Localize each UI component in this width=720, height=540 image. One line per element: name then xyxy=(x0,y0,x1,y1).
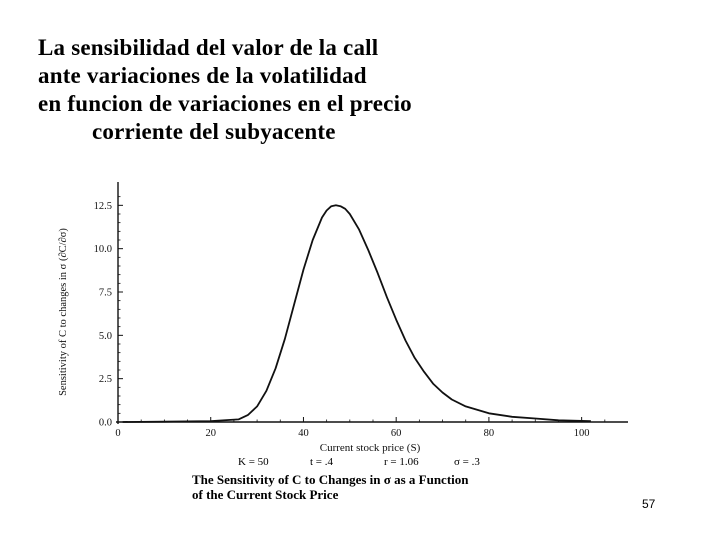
x-tick-label: 0 xyxy=(115,428,120,439)
chart-series xyxy=(122,204,591,423)
param-strike: K = 50 xyxy=(238,456,269,468)
series-line-1 xyxy=(122,204,591,423)
caption-line-1: The Sensitivity of C to Changes in σ as … xyxy=(192,472,469,487)
parameter-row: K = 50 t = .4 r = 1.06 σ = .3 xyxy=(238,456,538,470)
y-tick-label: 0.0 xyxy=(99,418,112,429)
figure-caption: The Sensitivity of C to Changes in σ as … xyxy=(192,472,622,502)
param-rate: r = 1.06 xyxy=(384,456,419,468)
page-number: 57 xyxy=(642,497,656,511)
x-tick-label: 40 xyxy=(298,428,309,439)
slide-title: La sensibilidad del valor de la call ant… xyxy=(38,34,698,146)
title-line-3: en funcion de variaciones en el precio xyxy=(38,91,412,116)
title-line-4: corriente del subyacente xyxy=(92,119,336,144)
chart-axes xyxy=(116,182,628,424)
title-line-1: La sensibilidad del valor de la call xyxy=(38,35,379,60)
y-axis-label: Sensitivity of C to changes in σ (∂C/∂σ) xyxy=(58,228,69,396)
y-axis-ticks: 0.0 2.5 5.0 7.5 10.0 12.5 xyxy=(94,196,123,429)
x-axis-ticks: 0 20 40 60 80 100 xyxy=(115,417,606,439)
param-time: t = .4 xyxy=(310,456,334,468)
title-line-2: ante variaciones de la volatilidad xyxy=(38,63,367,88)
x-axis-label: Current stock price (S) xyxy=(320,442,421,454)
y-tick-label: 7.5 xyxy=(99,288,112,299)
x-tick-label: 60 xyxy=(391,428,402,439)
param-sigma: σ = .3 xyxy=(454,456,480,468)
y-tick-label: 5.0 xyxy=(99,331,112,342)
y-tick-label: 2.5 xyxy=(99,374,112,385)
y-tick-label: 12.5 xyxy=(94,201,112,212)
caption-line-2: of the Current Stock Price xyxy=(192,487,339,502)
x-tick-label: 100 xyxy=(574,428,590,439)
y-tick-label: 10.0 xyxy=(94,244,112,255)
x-tick-label: 80 xyxy=(484,428,495,439)
x-tick-label: 20 xyxy=(205,428,216,439)
